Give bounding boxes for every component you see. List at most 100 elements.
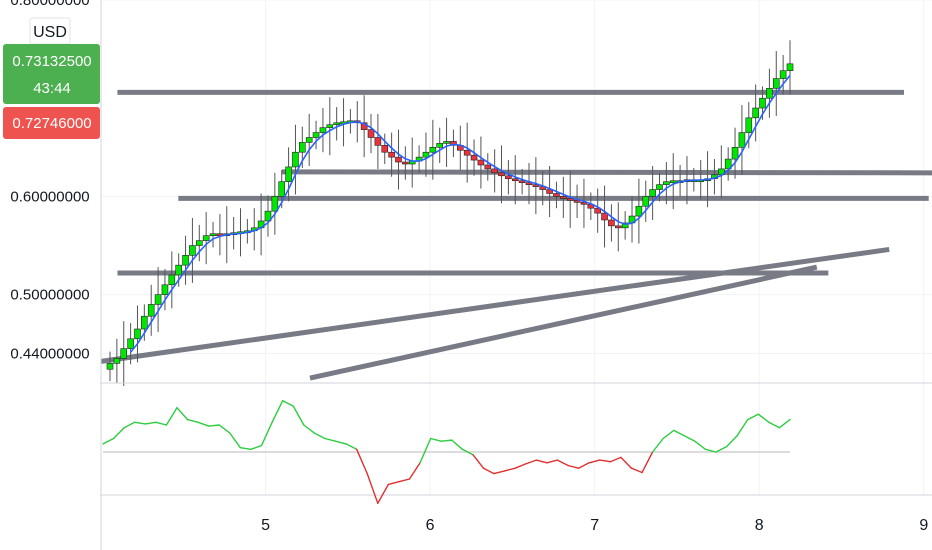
oscillator-segment [567,464,580,469]
oscillator-segment [461,448,474,456]
trend-line [100,246,890,364]
oscillator-segment [472,454,485,469]
candle-body [649,189,656,197]
bar-countdown: 43:44 [33,80,71,97]
oscillator-segment [155,421,168,426]
oscillator-segment [440,439,453,442]
candle-body [759,97,766,109]
last-price-badge: 0.73132500 43:44 [3,44,100,104]
oscillator-segment [345,443,358,450]
candle-body [292,151,299,168]
candle-body [154,294,162,305]
candlestick-series [106,40,794,386]
candle-body [663,181,670,185]
time-tick-label: 5 [261,517,270,534]
candle-body [326,124,334,128]
candle-body [580,202,588,205]
oscillator-segment [503,467,516,472]
time-tick-label: 6 [426,517,435,534]
oscillator-segment [747,413,759,421]
candle-body [601,212,608,221]
candle-body [381,145,389,153]
oscillator-segment [197,421,210,427]
oscillator-segment [651,437,664,453]
oscillator-segment [271,400,284,423]
time-tick-label: 9 [919,517,928,534]
candle-body [608,219,615,227]
oscillator-segment [620,456,633,469]
oscillator-segment [281,400,294,407]
candle-body [202,235,210,241]
candle-body [402,161,409,165]
candle-body [395,156,402,163]
price-tick-label: 0.60000000 [10,188,89,205]
oscillator-segment [704,448,717,453]
candle-body [134,328,141,340]
candle-body [422,151,430,158]
candle-body [532,184,540,187]
oscillator-segment [535,459,548,464]
candle-body [319,127,327,133]
oscillator-segment [387,481,400,486]
price-axis[interactable]: 0.80000000 0.60000000 0.50000000 0.44000000 [10,0,89,363]
candle-body [738,132,746,148]
oscillator-segment [630,467,643,474]
candle-body [367,129,375,138]
candle-body [141,315,148,330]
candle-body [731,147,739,160]
candle-body [470,154,478,161]
candle-body [491,168,498,174]
oscillator-pane [102,400,791,504]
oscillator-segment [292,405,305,426]
oscillator-segment [112,427,125,440]
oscillator-segment [408,462,421,480]
currency-label: USD [29,17,71,45]
oscillator-segment [324,437,337,442]
candle-body [312,132,320,138]
oscillator-segment [366,472,379,504]
oscillator-segment [165,407,178,426]
candle-body [120,348,128,359]
candle-body [518,180,526,183]
trend-lines[interactable] [100,89,932,381]
candle-body [175,264,182,276]
oscillator-segment [588,459,601,464]
candle-body [443,141,450,144]
candle-body [766,88,773,99]
oscillator-segment [218,424,231,434]
oscillator-segment [525,459,538,465]
time-tick-label: 8 [755,517,764,534]
time-axis[interactable]: 5 6 7 8 9 [261,517,928,534]
candle-body [553,193,560,197]
candle-body [566,198,574,201]
moving-average-line [129,74,791,353]
candle-body [285,166,292,182]
candle-body [436,143,443,148]
candle-body [573,200,581,203]
oscillator-segment [694,440,707,450]
oscillator-segment [683,435,696,442]
candle-body [560,196,567,199]
trend-line [309,264,818,381]
oscillator-segment [429,437,442,442]
oscillator-segment [313,432,326,440]
candle-body [745,117,753,133]
candle-body [388,151,395,158]
price-tick-label: 0.44000000 [10,346,89,363]
oscillator-segment [102,437,115,445]
candle-body [614,225,622,229]
candle-body [209,233,217,237]
oscillator-segment [514,463,527,469]
oscillator-segment [229,432,242,449]
oscillator-segment [123,421,136,429]
candle-body [525,182,533,185]
oscillator-segment [398,478,411,483]
candle-body [477,159,485,166]
oscillator-segment [599,459,612,463]
candle-body [333,122,340,126]
oscillator-segment [176,407,189,421]
oscillator-segment [736,418,749,437]
candle-body [724,158,732,170]
oscillator-segment [355,448,368,475]
